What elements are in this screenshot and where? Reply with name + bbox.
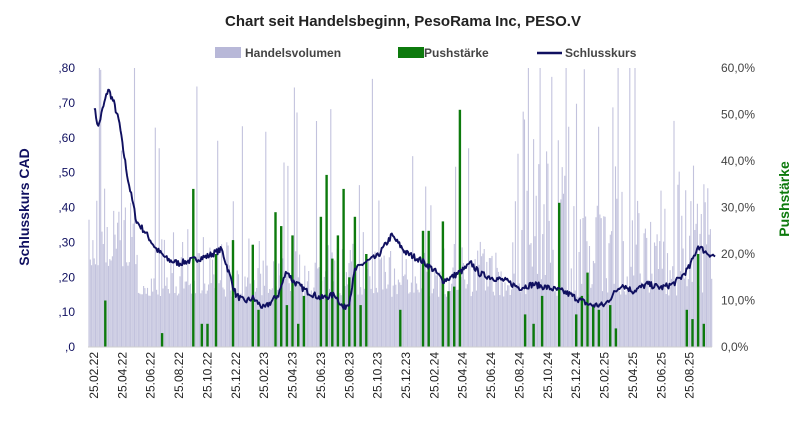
push-bar <box>231 240 235 347</box>
legend-swatch-pushstaerke <box>398 47 424 58</box>
x-tick-label: 25.02.23 <box>257 352 271 399</box>
legend-swatch-handelsvolumen <box>215 47 241 58</box>
push-bar <box>447 291 450 347</box>
right-tick-label: 40,0% <box>721 154 755 168</box>
push-bar <box>609 305 612 347</box>
push-bar <box>558 202 561 347</box>
push-bar <box>540 295 544 347</box>
push-bar <box>302 295 306 347</box>
push-bar <box>421 230 425 348</box>
push-bar <box>206 323 209 348</box>
x-tick-label: 25.04.25 <box>626 352 640 399</box>
push-bar <box>325 174 328 347</box>
push-bar <box>597 309 601 347</box>
x-tick-label: 25.12.22 <box>229 352 243 399</box>
right-axis-ticks: 0,0% 10,0% 20,0% 30,0% 40,0% 50,0% 60,0% <box>721 61 755 354</box>
push-bar <box>441 221 445 347</box>
x-tick-label: 25.10.24 <box>541 352 555 399</box>
push-bar <box>104 300 107 347</box>
right-tick-label: 20,0% <box>721 247 755 261</box>
x-tick-label: 25.08.24 <box>513 352 527 399</box>
right-axis-title: Pushstärke <box>776 161 792 237</box>
push-bar <box>458 109 462 347</box>
right-tick-label: 50,0% <box>721 108 755 122</box>
x-tick-label: 25.12.24 <box>569 352 583 399</box>
push-bar <box>586 272 589 347</box>
push-bar <box>257 309 260 347</box>
x-tick-label: 25.06.25 <box>654 352 668 399</box>
push-bar <box>285 305 289 347</box>
push-bar <box>319 216 323 347</box>
push-bar <box>575 314 578 347</box>
x-tick-label: 25.08.25 <box>683 352 697 399</box>
x-tick-label: 25.02.24 <box>427 352 441 399</box>
x-tick-label: 25.06.24 <box>484 352 498 399</box>
right-tick-label: 60,0% <box>721 61 755 75</box>
push-bar <box>336 235 340 347</box>
left-tick-label: ,40 <box>58 201 75 215</box>
left-tick-label: ,20 <box>58 270 75 284</box>
right-tick-label: 0,0% <box>721 340 749 354</box>
push-bar <box>274 212 277 347</box>
push-bar <box>592 305 595 347</box>
push-bar <box>685 309 688 347</box>
push-bar <box>427 230 430 348</box>
close-price-line <box>93 88 716 310</box>
push-bar <box>342 188 345 347</box>
push-bar <box>192 188 195 347</box>
volume-area <box>88 68 713 347</box>
legend: Handelsvolumen Pushstärke Schlusskurs <box>215 46 637 60</box>
x-tick-label: 25.06.23 <box>314 352 328 399</box>
legend-label-schlusskurs: Schlusskurs <box>565 46 637 60</box>
close-line <box>93 88 716 310</box>
push-bar <box>453 286 456 347</box>
push-bar <box>532 323 535 348</box>
left-axis-ticks: ,0 ,10 ,20 ,30 ,40 ,50 ,60 ,70 ,80 <box>58 61 75 354</box>
push-bar <box>399 309 402 347</box>
push-bar <box>702 323 705 348</box>
push-bar <box>297 323 300 348</box>
x-tick-label: 25.06.22 <box>144 352 158 399</box>
x-tick-label: 25.08.22 <box>172 352 186 399</box>
legend-label-handelsvolumen: Handelsvolumen <box>245 46 341 60</box>
right-tick-label: 30,0% <box>721 201 755 215</box>
x-tick-label: 25.10.23 <box>371 352 385 399</box>
chart-title: Chart seit Handelsbeginn, PesoRama Inc, … <box>225 13 581 30</box>
left-tick-label: ,50 <box>58 166 75 180</box>
push-bar <box>160 333 164 347</box>
x-tick-label: 25.02.25 <box>598 352 612 399</box>
left-tick-label: ,80 <box>58 61 75 75</box>
push-bar <box>696 254 700 347</box>
x-tick-label: 25.02.22 <box>87 352 101 399</box>
push-bar <box>348 277 351 348</box>
x-tick-label: 25.04.24 <box>456 352 470 399</box>
left-tick-label: ,30 <box>58 235 75 249</box>
left-tick-label: ,0 <box>65 340 75 354</box>
x-tick-label: 25.12.23 <box>399 352 413 399</box>
push-bar <box>353 216 357 347</box>
left-axis-title: Schlusskurs CAD <box>16 148 32 265</box>
push-bar <box>614 328 618 347</box>
left-tick-label: ,60 <box>58 131 75 145</box>
push-bar <box>580 295 584 347</box>
x-axis-ticks: 25.02.22 25.04.22 25.06.22 25.08.22 25.10.22… <box>87 352 697 399</box>
push-bar <box>691 319 694 347</box>
push-bar <box>200 323 203 348</box>
push-bar <box>331 258 334 347</box>
push-bar <box>365 254 368 347</box>
left-tick-label: ,70 <box>58 96 75 110</box>
left-tick-label: ,10 <box>58 305 75 319</box>
push-bar <box>523 314 527 347</box>
x-tick-label: 25.08.23 <box>342 352 356 399</box>
push-bars <box>104 109 705 348</box>
push-bar <box>291 235 294 347</box>
x-tick-label: 25.04.22 <box>115 352 129 399</box>
right-tick-label: 10,0% <box>721 294 755 308</box>
legend-label-pushstaerke: Pushstärke <box>424 46 489 60</box>
x-tick-label: 25.04.23 <box>286 352 300 399</box>
push-bar <box>214 254 218 347</box>
x-tick-label: 25.10.22 <box>201 352 215 399</box>
push-bar <box>359 305 362 347</box>
